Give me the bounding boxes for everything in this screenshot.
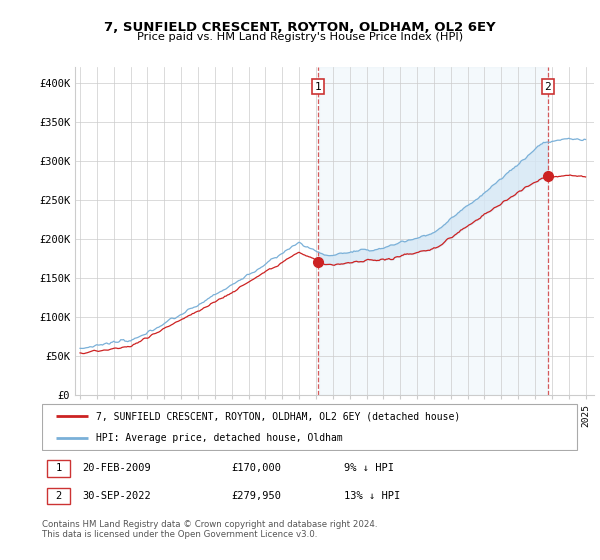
Text: 1: 1 bbox=[56, 463, 62, 473]
Text: 20-FEB-2009: 20-FEB-2009 bbox=[83, 463, 151, 473]
Text: Contains HM Land Registry data © Crown copyright and database right 2024.
This d: Contains HM Land Registry data © Crown c… bbox=[42, 520, 377, 539]
Text: 7, SUNFIELD CRESCENT, ROYTON, OLDHAM, OL2 6EY: 7, SUNFIELD CRESCENT, ROYTON, OLDHAM, OL… bbox=[104, 21, 496, 34]
Text: 2: 2 bbox=[56, 491, 62, 501]
Text: £279,950: £279,950 bbox=[231, 491, 281, 501]
Text: Price paid vs. HM Land Registry's House Price Index (HPI): Price paid vs. HM Land Registry's House … bbox=[137, 32, 463, 43]
Text: 7, SUNFIELD CRESCENT, ROYTON, OLDHAM, OL2 6EY (detached house): 7, SUNFIELD CRESCENT, ROYTON, OLDHAM, OL… bbox=[96, 411, 460, 421]
FancyBboxPatch shape bbox=[47, 460, 70, 477]
FancyBboxPatch shape bbox=[42, 404, 577, 450]
Text: 30-SEP-2022: 30-SEP-2022 bbox=[83, 491, 151, 501]
Text: 1: 1 bbox=[315, 82, 322, 92]
FancyBboxPatch shape bbox=[47, 488, 70, 504]
Text: 9% ↓ HPI: 9% ↓ HPI bbox=[344, 463, 394, 473]
Text: 2: 2 bbox=[544, 82, 551, 92]
Text: 13% ↓ HPI: 13% ↓ HPI bbox=[344, 491, 401, 501]
Text: HPI: Average price, detached house, Oldham: HPI: Average price, detached house, Oldh… bbox=[96, 433, 343, 443]
Text: £170,000: £170,000 bbox=[231, 463, 281, 473]
